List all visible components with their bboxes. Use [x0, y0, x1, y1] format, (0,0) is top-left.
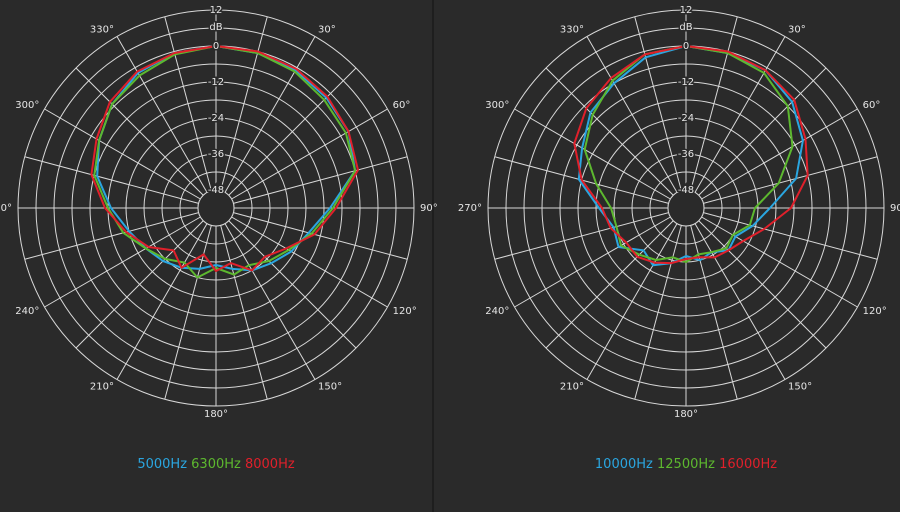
theta-tick-label: 270° [0, 203, 12, 214]
spoke-grid [545, 67, 674, 196]
polar-chart: 12 0 -12 -24 -36 -48 dB 30° 60° 90° 120° 150° 180° 21… [0, 4, 438, 472]
spoke-grid [233, 156, 408, 204]
spoke-grid [228, 220, 357, 349]
legend-entry: 16000Hz [719, 457, 777, 472]
spoke-grid [231, 108, 388, 200]
response-curve [577, 45, 804, 267]
response-curve [93, 45, 357, 279]
spoke-grid [231, 216, 388, 308]
spoke-grid [75, 67, 204, 196]
r-tick-label: -12 [678, 77, 694, 88]
right-panel [434, 0, 900, 512]
theta-tick-label: 120° [863, 306, 887, 317]
spoke-grid [514, 216, 671, 308]
r-tick-label: -48 [678, 185, 694, 196]
legend-entry: 8000Hz [245, 457, 295, 472]
spoke-grid [690, 16, 738, 191]
spoke-grid [116, 223, 208, 380]
response-curve [90, 45, 359, 272]
spoke-grid [24, 212, 199, 260]
legend: 5000Hz 6300Hz 8000Hz [137, 457, 295, 472]
spoke-grid [703, 156, 878, 204]
legend-entry: 12500Hz [657, 457, 715, 472]
polar-chart: 12 0 -12 -24 -36 -48 dB 30° 60° 90° 120° 150° 180° 21… [458, 4, 900, 472]
theta-tick-label: 90° [420, 203, 438, 214]
spoke-grid [586, 223, 678, 380]
legend: 10000Hz 12500Hz 16000Hz [595, 457, 777, 472]
spoke-grid [703, 212, 878, 260]
response-curve [573, 45, 809, 265]
spoke-grid [634, 16, 682, 191]
spoke-grid [634, 225, 682, 400]
theta-tick-label: 30° [318, 25, 336, 36]
r-tick-label: 12 [680, 5, 693, 16]
spoke-grid [220, 225, 268, 400]
r-tick-label: -36 [678, 149, 694, 160]
theta-tick-label: 120° [393, 306, 417, 317]
theta-tick-label: 180° [204, 409, 228, 420]
r-tick-label: -48 [208, 185, 224, 196]
r-tick-label: 0 [213, 41, 219, 52]
theta-tick-label: 150° [788, 381, 812, 392]
spoke-grid [698, 220, 827, 349]
theta-tick-label: 150° [318, 381, 342, 392]
spoke-grid [44, 216, 201, 308]
r-tick-label: -24 [678, 113, 694, 124]
spoke-grid [224, 36, 316, 193]
response-curve [583, 45, 794, 263]
theta-tick-label: 330° [560, 25, 584, 36]
theta-tick-label: 180° [674, 409, 698, 420]
spoke-grid [75, 220, 204, 349]
r-tick-label: 0 [683, 41, 689, 52]
theta-tick-label: 30° [788, 25, 806, 36]
spoke-grid [698, 67, 827, 196]
r-tick-label: -24 [208, 113, 224, 124]
r-tick-label: -36 [208, 149, 224, 160]
theta-tick-label: 60° [393, 100, 411, 111]
unit-label: dB [679, 22, 692, 33]
unit-label: dB [209, 22, 222, 33]
spoke-grid [220, 16, 268, 191]
theta-tick-label: 330° [90, 25, 114, 36]
spoke-grid [228, 67, 357, 196]
spoke-grid [164, 16, 212, 191]
spoke-grid [224, 223, 316, 380]
theta-tick-label: 300° [485, 100, 509, 111]
spoke-grid [514, 108, 671, 200]
spoke-grid [116, 36, 208, 193]
theta-tick-label: 300° [15, 100, 39, 111]
legend-entry: 6300Hz [191, 457, 241, 472]
spoke-grid [586, 36, 678, 193]
r-tick-label: 12 [210, 5, 223, 16]
theta-tick-label: 240° [15, 306, 39, 317]
r-tick-label: -12 [208, 77, 224, 88]
theta-tick-label: 90° [890, 203, 900, 214]
spoke-grid [233, 212, 408, 260]
spoke-grid [694, 36, 786, 193]
spoke-grid [701, 216, 858, 308]
theta-tick-label: 210° [560, 381, 584, 392]
panel-divider [432, 0, 434, 512]
spoke-grid [24, 156, 199, 204]
theta-tick-label: 270° [458, 203, 482, 214]
theta-tick-label: 210° [90, 381, 114, 392]
spoke-grid [494, 212, 669, 260]
spoke-grid [694, 223, 786, 380]
spoke-grid [701, 108, 858, 200]
theta-tick-label: 240° [485, 306, 509, 317]
legend-entry: 5000Hz [137, 457, 187, 472]
theta-tick-label: 60° [863, 100, 881, 111]
spoke-grid [44, 108, 201, 200]
spoke-grid [545, 220, 674, 349]
legend-entry: 10000Hz [595, 457, 653, 472]
